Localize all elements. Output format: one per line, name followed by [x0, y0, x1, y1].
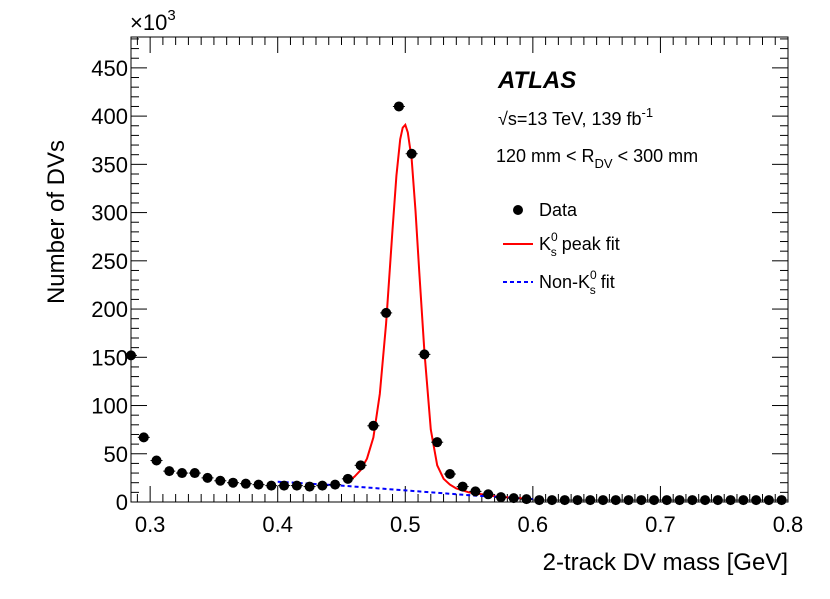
data-point [419, 349, 430, 360]
data-point [738, 495, 749, 506]
data-point [649, 495, 660, 506]
data-point [623, 495, 634, 506]
data-point [177, 468, 188, 479]
data-point [355, 460, 366, 471]
data-point [126, 350, 136, 361]
legend-nonk-label: Non-K0 s fit [539, 268, 615, 297]
x-tick-label: 0.6 [518, 512, 549, 537]
legend-peak-label: K0 s peak fit [539, 230, 620, 259]
data-point [725, 495, 736, 506]
data-point [483, 489, 494, 500]
data-point [610, 495, 621, 506]
data-point [495, 492, 506, 503]
data-point [432, 437, 443, 448]
data-point [393, 101, 404, 112]
y-tick-label: 300 [91, 201, 128, 226]
data-point [253, 479, 264, 490]
data-point [151, 455, 162, 466]
y-tick-label: 450 [91, 56, 128, 81]
x-tick-label: 0.5 [390, 512, 421, 537]
legend-data-marker [513, 205, 523, 215]
data-point [763, 495, 774, 506]
x-tick-label: 0.4 [262, 512, 293, 537]
y-tick-label: 350 [91, 152, 128, 177]
data-point [228, 477, 239, 488]
legend: Data K0 s peak fit Non-K0 s fit [503, 200, 620, 297]
plot-frame [130, 36, 789, 503]
data-point [687, 495, 698, 506]
region-label: 120 mm < RDV < 300 mm [496, 146, 698, 171]
x-tick-label: 0.8 [773, 512, 804, 537]
y-tick-label: 100 [91, 394, 128, 419]
y-axis-label: Number of DVs [43, 140, 70, 304]
y-tick-label: 250 [91, 249, 128, 274]
data-point [559, 495, 570, 506]
x-axis-label: 2-track DV mass [GeV] [543, 549, 788, 576]
legend-data-label: Data [539, 200, 578, 220]
data-point [470, 486, 481, 497]
data-point [444, 469, 455, 480]
y-tick-label: 0 [116, 490, 128, 515]
data-point [279, 480, 290, 491]
plot-area: 0 50 100 150 200 250 300 350 400 450 0.3 0.4 0.5 0.6… [91, 36, 803, 537]
data-point [406, 148, 417, 159]
y-tick-label: 150 [91, 345, 128, 370]
atlas-label: ATLAS [497, 67, 576, 94]
data-point [317, 480, 328, 491]
data-point [240, 478, 251, 489]
data-point [202, 472, 213, 483]
data-point [457, 481, 468, 492]
data-point [342, 473, 353, 484]
x-tick-label: 0.7 [645, 512, 676, 537]
data-point [661, 495, 672, 506]
data-point [776, 495, 787, 506]
data-point [164, 466, 175, 477]
energy-lumi-label: √s=13 TeV, 139 fb-1 [498, 105, 653, 129]
data-point [304, 481, 315, 492]
x-tick-label: 0.3 [135, 512, 166, 537]
y-tick-label: 50 [104, 442, 128, 467]
y-tick-label: 200 [91, 297, 128, 322]
data-point [674, 495, 685, 506]
x-axis-ticks: 0.3 0.4 0.5 0.6 0.7 0.8 [135, 37, 803, 537]
data-point [700, 495, 711, 506]
data-points [125, 101, 788, 506]
data-point [534, 495, 545, 506]
data-point [751, 495, 762, 506]
data-point [266, 480, 277, 491]
y-tick-label: 400 [91, 104, 128, 129]
y-multiplier: ×103 [130, 7, 176, 35]
data-point [215, 475, 226, 486]
data-point [572, 495, 583, 506]
data-point [508, 493, 519, 504]
data-point [521, 494, 532, 505]
data-point [189, 468, 200, 479]
data-point [291, 480, 302, 491]
data-point [636, 495, 647, 506]
data-point [598, 495, 609, 506]
data-point [546, 495, 557, 506]
y-axis-ticks: 0 50 100 150 200 250 300 350 400 450 [91, 38, 788, 515]
data-point [368, 420, 379, 431]
data-point [330, 479, 341, 490]
data-point [712, 495, 723, 506]
data-point [138, 432, 149, 443]
data-point [381, 307, 392, 318]
data-point [585, 495, 596, 506]
